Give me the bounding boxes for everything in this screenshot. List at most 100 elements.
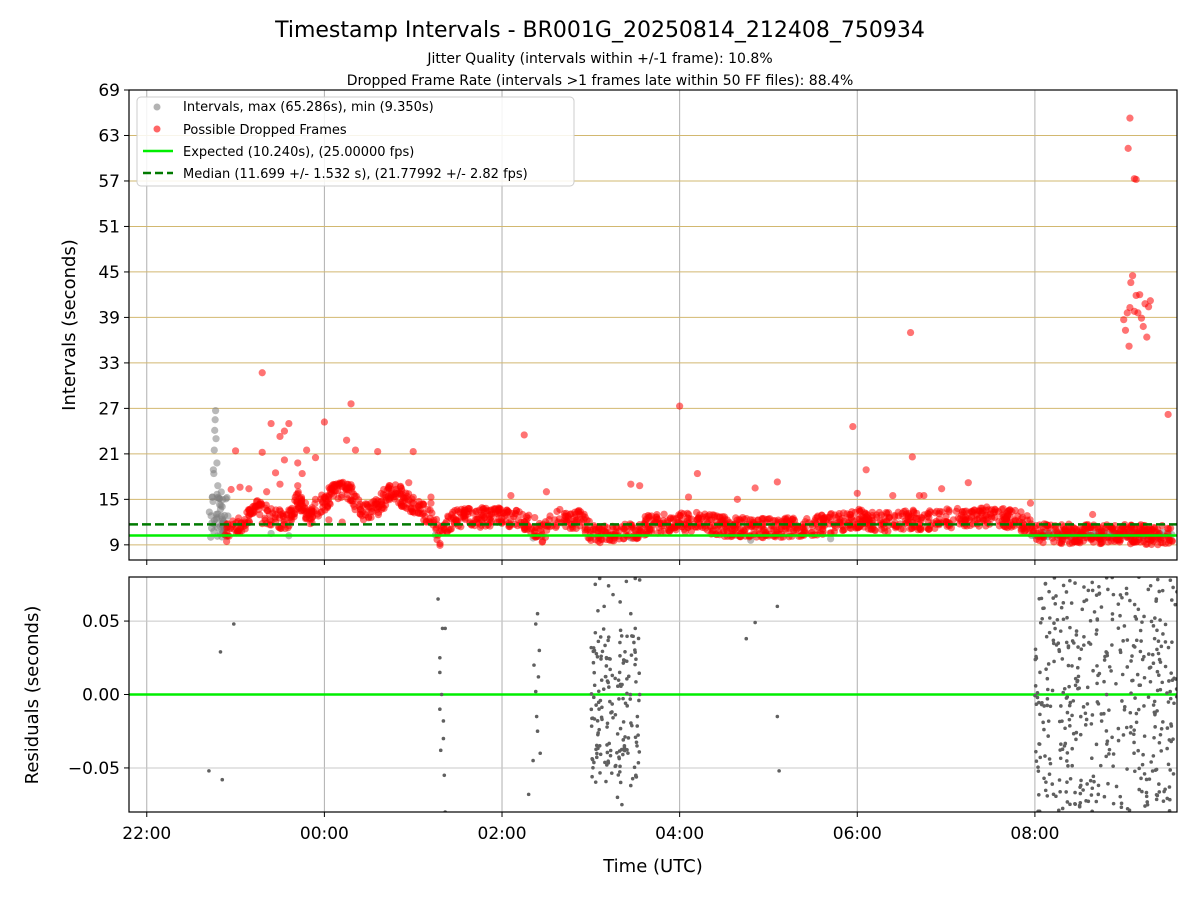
residual-point <box>1050 782 1055 786</box>
dropped-frame-point <box>311 454 320 462</box>
dropped-frame-point <box>598 535 606 544</box>
residual-point <box>1142 675 1147 680</box>
dropped-frame-point <box>309 513 317 521</box>
residual-point <box>1036 769 1041 773</box>
residual-point <box>623 650 627 654</box>
residual-point <box>615 732 620 736</box>
intervals-panel: 9 15 21 27 33 39 45 51 57 63 69 <box>98 81 1178 565</box>
residual-point <box>596 639 601 644</box>
dropped-frame-point <box>288 507 296 515</box>
residual-point <box>1063 741 1068 746</box>
residual-point <box>600 705 604 710</box>
residual-point <box>596 700 601 705</box>
residual-point <box>1073 683 1078 688</box>
dropped-frame-point <box>420 516 428 524</box>
residual-point <box>589 724 594 728</box>
residual-point <box>1067 717 1072 722</box>
residual-point <box>603 674 608 679</box>
residual-point <box>220 777 225 782</box>
residual-point <box>1053 626 1057 631</box>
dropped-frame-point <box>964 479 972 487</box>
residual-point <box>1151 624 1156 628</box>
residual-point <box>1094 742 1099 747</box>
residual-point <box>1162 789 1166 794</box>
dropped-frame-point <box>1127 278 1135 287</box>
dropped-frame-point <box>263 488 271 496</box>
dropped-frame-point <box>346 497 354 505</box>
residual-point <box>1116 726 1121 731</box>
residual-point <box>1130 678 1134 683</box>
residual-point <box>593 582 598 587</box>
dropped-frame-point <box>952 507 960 515</box>
residual-point <box>633 774 638 778</box>
dropped-frame-point <box>1026 524 1034 532</box>
residual-point <box>596 732 600 737</box>
residual-point <box>1068 625 1072 630</box>
residual-point <box>625 691 629 696</box>
residual-point <box>1141 752 1145 757</box>
residual-point <box>1168 696 1173 701</box>
residual-point <box>1050 688 1055 693</box>
dropped-frame-point <box>587 536 595 545</box>
dropped-frame-point <box>693 469 702 478</box>
residual-point <box>1106 587 1110 592</box>
dropped-frame-point <box>507 491 515 500</box>
dropped-frame-point <box>457 513 465 521</box>
residual-point <box>1082 643 1086 647</box>
residual-point <box>1137 766 1141 771</box>
residual-point <box>607 685 611 689</box>
y-tick-label: 9 <box>109 536 120 556</box>
residual-point <box>1098 763 1103 768</box>
residual-point <box>1056 808 1061 812</box>
residual-point <box>1136 748 1140 753</box>
residual-point <box>617 697 621 701</box>
y-tick-label: −0.05 <box>68 759 120 779</box>
residual-point <box>594 755 599 760</box>
residual-point <box>1114 682 1118 686</box>
dropped-frame-point <box>245 485 253 493</box>
residual-point <box>753 620 757 625</box>
dropped-frame-point <box>1020 524 1029 532</box>
residual-point <box>1044 634 1049 639</box>
dropped-frame-point <box>694 514 703 522</box>
dropped-frame-point <box>1164 410 1172 419</box>
dropped-frame-point <box>849 422 857 431</box>
residual-point <box>1047 757 1052 761</box>
x-tick-label: 08:00 <box>1010 824 1059 844</box>
residual-point <box>1033 693 1037 698</box>
residual-point <box>626 751 630 755</box>
residual-point <box>599 678 604 682</box>
dropped-frame-point <box>396 489 404 497</box>
dropped-frame-point <box>1026 499 1035 507</box>
dropped-frame-point <box>1095 535 1104 543</box>
residual-point <box>1084 598 1089 602</box>
residual-point <box>1090 756 1094 760</box>
y-tick-label: 21 <box>98 445 120 465</box>
residual-point <box>596 608 600 613</box>
residual-point <box>589 692 594 696</box>
dropped-frame-point <box>847 514 855 522</box>
dropped-frame-point <box>684 493 693 501</box>
residual-point <box>622 748 627 753</box>
residual-point <box>1111 764 1115 768</box>
residual-point <box>1151 661 1156 666</box>
residual-point <box>613 763 618 768</box>
dropped-frame-point <box>1126 114 1134 122</box>
residual-point <box>1109 669 1113 673</box>
residual-point <box>1046 662 1051 666</box>
dropped-frame-point <box>1123 309 1131 317</box>
residual-point <box>1088 642 1093 646</box>
residual-point <box>607 741 611 746</box>
residual-point <box>1110 643 1114 647</box>
residual-point <box>628 783 633 788</box>
dropped-frame-point <box>1053 528 1061 536</box>
residual-point <box>602 604 606 609</box>
residual-point <box>526 792 531 797</box>
residual-point <box>618 764 622 769</box>
residual-point <box>1114 784 1119 789</box>
residual-point <box>1038 620 1043 625</box>
residual-point <box>1168 578 1173 583</box>
residual-point <box>1161 632 1165 636</box>
chart-subtitle-jitter: Jitter Quality (intervals within +/-1 fr… <box>426 51 772 67</box>
dropped-frame-point <box>427 499 435 507</box>
